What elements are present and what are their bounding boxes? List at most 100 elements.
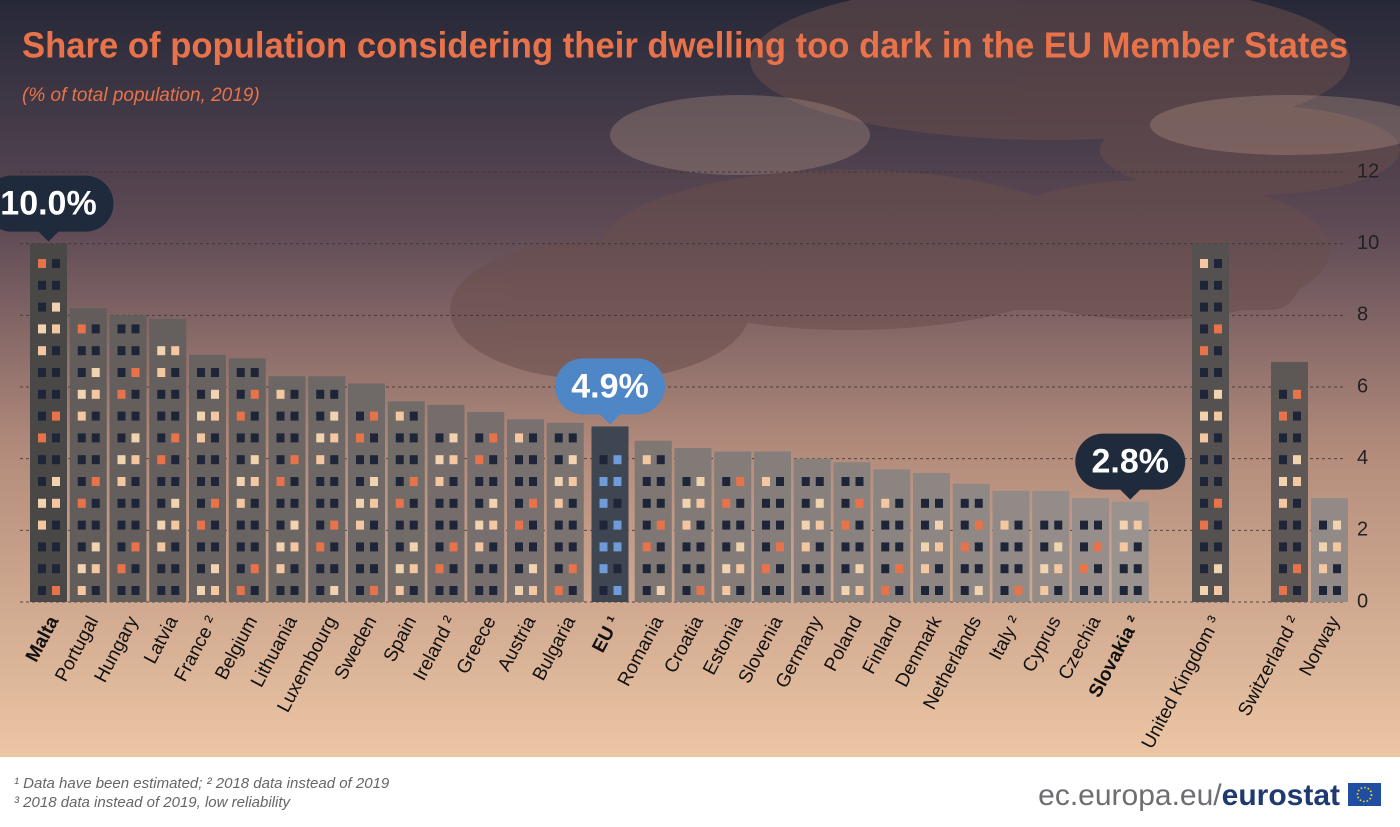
window <box>157 411 166 421</box>
window <box>613 586 622 595</box>
window <box>475 520 484 530</box>
window <box>117 346 126 356</box>
window <box>1214 259 1222 268</box>
window <box>722 586 731 595</box>
window <box>316 586 325 595</box>
window <box>1094 520 1102 530</box>
window <box>1214 542 1222 552</box>
window <box>599 564 608 574</box>
window <box>1200 302 1208 312</box>
window <box>52 520 60 530</box>
window <box>1214 455 1222 465</box>
value-callout <box>1075 433 1186 500</box>
window <box>642 586 651 595</box>
window <box>1293 455 1301 465</box>
window <box>855 564 864 574</box>
window <box>1054 586 1063 595</box>
window <box>642 542 651 552</box>
window <box>316 433 325 443</box>
window <box>52 302 60 312</box>
window <box>330 564 339 574</box>
y-tick-label: 6 <box>1357 375 1368 397</box>
window <box>211 411 219 421</box>
window <box>841 586 850 595</box>
window <box>762 542 770 552</box>
window <box>211 455 219 465</box>
window <box>250 498 259 508</box>
window <box>409 542 418 552</box>
window <box>52 498 60 508</box>
window <box>157 368 166 377</box>
window <box>529 542 537 552</box>
window <box>131 498 140 508</box>
window <box>77 368 86 377</box>
window <box>489 477 498 486</box>
window <box>38 455 46 465</box>
window <box>1200 324 1208 334</box>
window <box>211 368 219 377</box>
window <box>762 477 770 486</box>
window <box>276 477 285 486</box>
window <box>1279 498 1287 508</box>
window <box>568 433 577 443</box>
window <box>356 520 364 530</box>
window <box>1293 586 1301 595</box>
window <box>895 542 904 552</box>
bar <box>149 318 187 602</box>
value-callout <box>0 175 114 242</box>
window <box>1054 564 1063 574</box>
chart-title: Share of population considering their dw… <box>22 25 1348 66</box>
window <box>236 433 245 443</box>
window <box>1119 542 1128 552</box>
window <box>211 520 219 530</box>
window <box>77 542 86 552</box>
bar <box>30 243 67 602</box>
window <box>568 542 577 552</box>
window <box>815 564 824 574</box>
window <box>855 477 864 486</box>
window <box>395 520 404 530</box>
window <box>489 564 498 574</box>
window <box>38 280 46 290</box>
window <box>489 586 498 595</box>
window <box>776 520 784 530</box>
window <box>236 411 245 421</box>
window <box>1200 477 1208 486</box>
window <box>529 455 537 465</box>
window <box>370 455 378 465</box>
window <box>1133 586 1142 595</box>
window <box>91 542 100 552</box>
window <box>1133 564 1142 574</box>
window <box>409 498 418 508</box>
window <box>1040 586 1049 595</box>
window <box>370 520 378 530</box>
window <box>1000 586 1009 595</box>
window <box>435 520 444 530</box>
window <box>776 542 784 552</box>
y-tick-label: 10 <box>1357 232 1379 254</box>
window <box>529 498 537 508</box>
window <box>409 455 418 465</box>
window <box>801 542 810 552</box>
window <box>38 389 46 399</box>
window <box>1094 542 1102 552</box>
window <box>211 433 219 443</box>
window <box>1293 564 1301 574</box>
window <box>157 498 166 508</box>
window <box>131 433 140 443</box>
window <box>236 368 245 377</box>
window <box>529 433 537 443</box>
window <box>682 520 691 530</box>
window <box>515 498 523 508</box>
window <box>316 455 325 465</box>
window <box>236 389 245 399</box>
window <box>171 542 180 552</box>
window <box>409 411 418 421</box>
window <box>276 498 285 508</box>
bar <box>1111 501 1149 602</box>
window <box>330 586 339 595</box>
window <box>91 498 100 508</box>
window <box>131 368 140 377</box>
window <box>409 564 418 574</box>
bar <box>793 458 831 602</box>
